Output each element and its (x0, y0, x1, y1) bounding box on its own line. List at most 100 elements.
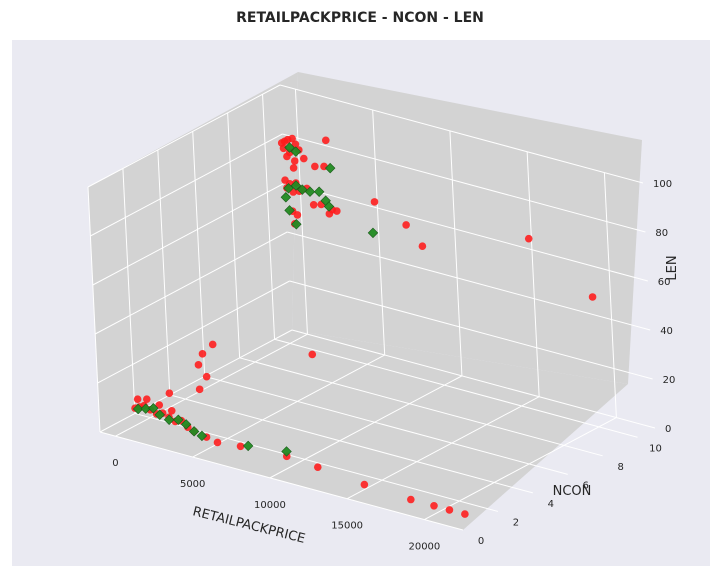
red-data-point (524, 234, 533, 243)
red-data-point (194, 361, 203, 369)
z-gridline-left (97, 280, 290, 384)
point-layer (131, 134, 597, 518)
green-data-point (180, 419, 192, 430)
z-gridline-left (99, 329, 293, 433)
red-data-point (308, 350, 317, 359)
red-data-point (360, 480, 369, 489)
z-gridline-left (87, 84, 281, 188)
y-tick-label: 2 (513, 517, 519, 528)
green-data-point (163, 414, 175, 425)
x-gridline-floor (192, 354, 385, 458)
z-gridline-left (94, 231, 288, 335)
z-tick-label: 20 (663, 375, 676, 386)
red-data-point (445, 506, 454, 514)
z-tick-label: 40 (660, 326, 673, 337)
green-data-point (188, 426, 200, 437)
red-data-point (370, 198, 379, 206)
red-data-point (195, 385, 204, 394)
green-data-point (324, 162, 336, 174)
red-data-point (402, 221, 410, 229)
red-data-point (283, 152, 291, 161)
green-data-point (313, 186, 325, 197)
green-data-point (280, 192, 292, 203)
y-gridline-floor (99, 431, 464, 531)
green-data-point (148, 403, 159, 414)
x-gridline-back (294, 89, 308, 335)
green-data-point (367, 227, 379, 239)
red-data-point (236, 442, 245, 451)
back-pane-x (88, 72, 298, 432)
green-data-point (304, 186, 316, 197)
y-gridline-floor (239, 357, 603, 457)
x-tick-label: 10000 (254, 500, 286, 511)
x-gridline-floor (115, 333, 308, 437)
green-data-point (323, 201, 335, 212)
red-data-point (198, 350, 207, 358)
y-gridline-back (192, 131, 206, 377)
z-gridline-left (92, 182, 286, 286)
y-gridline-floor (204, 375, 568, 475)
y-tick-label: 4 (548, 499, 554, 510)
red-data-point (291, 140, 300, 149)
x-tick-label: 20000 (408, 542, 440, 553)
y-axis-label: NCON (553, 484, 592, 499)
green-data-point (291, 219, 302, 230)
y-gridline-back (157, 149, 171, 395)
green-data-point (284, 142, 295, 153)
x-gridline-floor (269, 375, 463, 479)
red-data-point (313, 463, 322, 471)
y-tick-label: 6 (583, 480, 589, 491)
red-data-point (325, 210, 334, 218)
red-data-point (288, 134, 296, 143)
green-data-point (297, 184, 308, 195)
red-data-point (165, 389, 174, 398)
y-gridline-back (87, 186, 101, 433)
green-data-point (242, 440, 254, 452)
y-gridline-back (122, 168, 136, 414)
x-tick-label: 0 (112, 458, 118, 469)
red-data-point (407, 495, 415, 504)
green-data-point (290, 180, 302, 191)
x-tick-label: 15000 (331, 521, 363, 532)
red-data-point (300, 154, 308, 163)
x-gridline-floor (424, 417, 617, 521)
red-data-point (289, 164, 298, 172)
red-data-point (142, 395, 151, 404)
red-data-point (279, 144, 288, 153)
red-data-point (155, 401, 164, 409)
x-gridline-floor (346, 396, 540, 500)
z-gridline-right (282, 133, 646, 233)
z-gridline-left (90, 133, 283, 237)
z-gridline-right (279, 84, 644, 184)
green-data-point (283, 183, 294, 194)
y-gridline-floor (169, 394, 533, 494)
y-tick-label: 0 (478, 536, 484, 547)
x-gridline-back (449, 130, 463, 376)
z-gridline-right (284, 182, 648, 282)
floor-pane (100, 330, 628, 530)
x-tick-label: 5000 (180, 479, 205, 490)
y-tick-label: 8 (617, 462, 623, 473)
green-data-point (284, 205, 295, 216)
z-gridline-right (291, 329, 656, 429)
red-data-point (311, 162, 319, 171)
red-data-point (461, 510, 469, 518)
green-data-point (196, 430, 208, 442)
green-data-point (173, 414, 184, 426)
red-data-point (293, 211, 302, 219)
green-data-point (290, 146, 302, 157)
x-gridline-back (372, 109, 386, 356)
red-data-point (430, 501, 438, 510)
y-gridline-floor (274, 338, 638, 438)
green-data-point (154, 409, 165, 421)
red-data-point (333, 207, 341, 215)
grid-layer (87, 84, 656, 531)
z-tick-label: 0 (665, 424, 671, 435)
z-tick-label: 80 (655, 228, 668, 239)
green-data-point (281, 446, 292, 457)
x-gridline-back (526, 151, 540, 397)
z-axis-label: LEN (665, 255, 680, 280)
